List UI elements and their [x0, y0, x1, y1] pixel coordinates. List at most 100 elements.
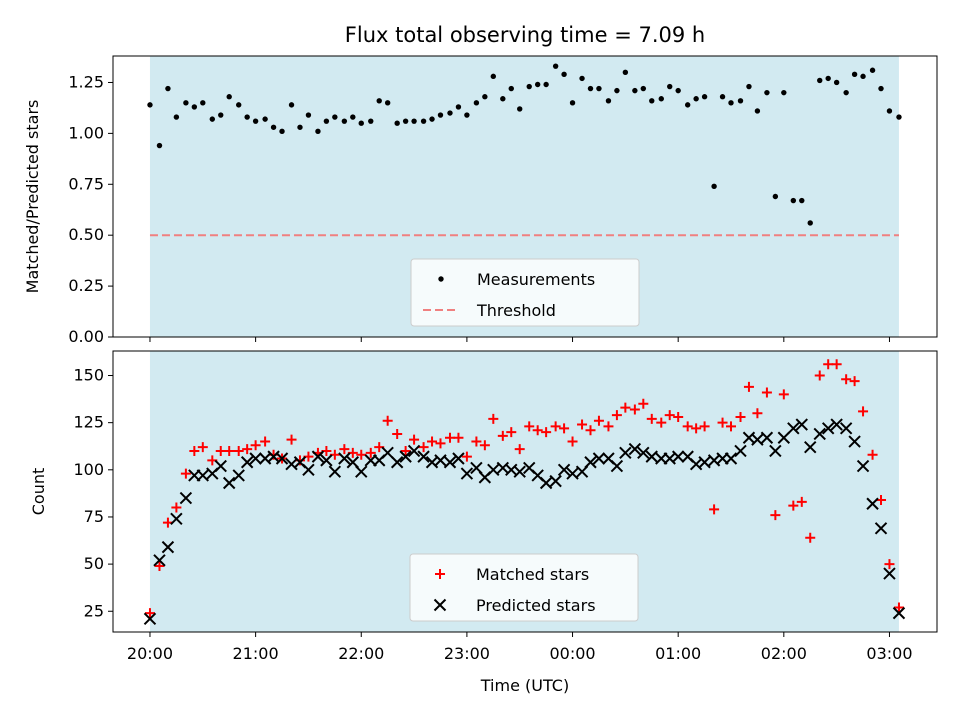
matched-star-point — [593, 415, 604, 426]
measurement-point — [411, 118, 417, 124]
measurement-point — [579, 75, 585, 82]
measurement-point — [332, 114, 338, 120]
matched-star-point — [849, 376, 860, 387]
matched-star-point — [541, 427, 552, 438]
measurement-point — [244, 114, 250, 120]
predicted-star-point — [434, 454, 447, 467]
matched-star-point — [778, 389, 789, 400]
predicted-star-point — [443, 456, 457, 469]
measurement-point — [218, 112, 224, 118]
measurement-point — [508, 85, 514, 92]
measurement-point — [878, 85, 884, 92]
legend-label: Measurements — [477, 270, 595, 289]
predicted-star-point — [795, 418, 808, 431]
matched-star-point — [656, 417, 667, 428]
y-tick-label: 0.00 — [68, 327, 104, 346]
measurement-point — [147, 102, 153, 108]
predicted-star-point — [698, 456, 711, 469]
measurement-point — [394, 120, 400, 126]
matched-star-point — [392, 428, 403, 439]
predicted-star-point — [320, 454, 333, 467]
matched-star-point — [805, 532, 816, 543]
matched-star-point — [831, 359, 842, 370]
legend-matched-marker — [435, 569, 445, 579]
measurement-point — [860, 73, 866, 80]
legend: Measurements Threshold — [410, 258, 640, 327]
predicted-star-point — [874, 522, 888, 535]
matched-star-point — [752, 408, 763, 419]
measurement-point — [252, 118, 259, 124]
predicted-star-point — [355, 465, 368, 478]
measurement-point — [561, 71, 567, 78]
measurement-point — [807, 220, 813, 226]
y-axis-label: Count — [29, 468, 48, 516]
measurement-point — [464, 112, 470, 118]
matched-star-point — [180, 468, 191, 479]
matched-star-point — [577, 419, 588, 430]
measurement-point — [350, 114, 356, 120]
measurement-point — [156, 142, 163, 149]
matched-star-point — [629, 404, 640, 415]
measurement-point — [596, 85, 602, 92]
matched-star-point — [154, 560, 165, 571]
x-tick-label: 22:00 — [338, 644, 384, 663]
predicted-star-point — [249, 452, 262, 465]
legend-predicted-marker — [433, 598, 447, 612]
matched-star-point — [356, 449, 367, 460]
bottom-panel-counts: 25 50 75 100 125 150 20:00 21:00 22:00 23:00 00:00… — [29, 350, 938, 663]
predicted-star-point — [390, 456, 404, 469]
measurement-point — [622, 69, 629, 75]
predicted-star-point — [804, 440, 817, 454]
measurement-point — [614, 87, 620, 94]
matched-star-point — [479, 440, 490, 451]
matched-star-point — [867, 449, 878, 460]
measurement-point — [323, 118, 330, 124]
predicted-star-point — [751, 433, 764, 446]
matched-star-point — [427, 436, 438, 447]
matched-star-point — [611, 410, 622, 421]
measurement-point — [384, 100, 391, 106]
plot-frame — [112, 55, 938, 338]
measurement-point — [667, 83, 673, 90]
measurement-point — [587, 85, 594, 92]
predicted-star-point — [787, 422, 800, 435]
matched-star-point — [286, 434, 297, 445]
matched-star-point — [418, 442, 429, 453]
matched-star-point — [735, 412, 746, 423]
measurement-point — [270, 124, 277, 130]
matched-star-point — [699, 421, 710, 432]
measurement-point — [632, 87, 638, 94]
matched-star-point — [524, 421, 535, 432]
matched-star-point — [444, 432, 455, 443]
measurement-point — [719, 94, 726, 100]
matched-star-point — [382, 415, 393, 426]
predicted-star-point — [760, 431, 774, 444]
y-tick-label: 0.25 — [68, 276, 104, 295]
predicted-star-point — [637, 446, 650, 460]
predicted-star-point — [734, 444, 747, 458]
matched-star-point — [409, 434, 420, 445]
measurement-point — [569, 100, 576, 106]
top-panel-ratio: 0.00 0.25 0.50 0.75 1.00 1.25 Matched/Predicte… — [23, 55, 938, 346]
plot-frame — [112, 350, 938, 633]
matched-star-point — [461, 451, 472, 462]
measurement-point — [447, 110, 453, 116]
predicted-star-point — [328, 465, 342, 478]
predicted-star-point — [549, 474, 562, 488]
y-tick-label: 1.25 — [68, 72, 104, 91]
measurement-point — [279, 128, 285, 135]
matched-star-point — [726, 421, 736, 432]
measurement-point — [772, 193, 779, 200]
measurement-point — [473, 100, 480, 106]
matched-star-point — [567, 436, 578, 447]
measurement-point — [817, 77, 823, 84]
predicted-star-point — [513, 465, 526, 478]
x-tick-label: 01:00 — [655, 644, 701, 663]
y-tick-label: 100 — [73, 460, 104, 479]
matched-star-point — [709, 504, 720, 515]
matched-star-point — [884, 559, 895, 570]
matched-star-point — [796, 496, 807, 507]
matched-star-point — [189, 445, 200, 456]
predicted-star-point — [338, 452, 351, 465]
measurement-point — [297, 124, 303, 130]
